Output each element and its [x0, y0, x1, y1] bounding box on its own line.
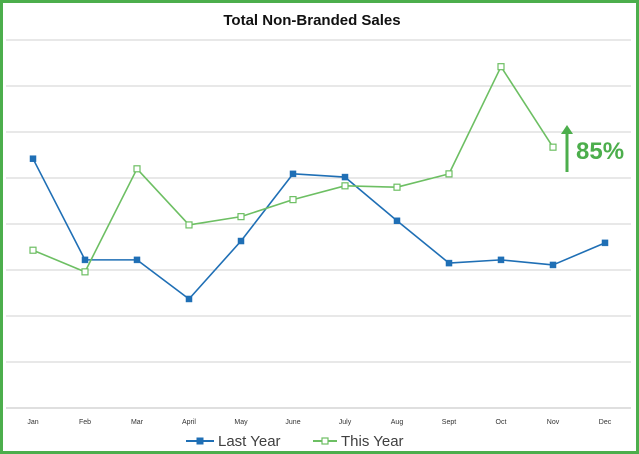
- legend-label-last-year: Last Year: [218, 433, 281, 450]
- x-tick-label: June: [285, 419, 300, 426]
- x-axis-ticks: Jan Feb Mar April May June July Aug Sept Oct Nov De…: [27, 419, 611, 426]
- series-line: [32, 65, 554, 273]
- data-point: [445, 170, 453, 178]
- x-tick-label: Dec: [599, 419, 612, 426]
- data-point: [393, 183, 401, 191]
- data-point: [445, 259, 453, 267]
- x-tick-label: May: [234, 419, 248, 426]
- x-tick-label: Sept: [442, 419, 456, 426]
- data-point: [185, 295, 193, 303]
- x-tick-label: Mar: [131, 419, 144, 426]
- series-this-year: [29, 63, 557, 276]
- x-tick-label: July: [339, 419, 352, 426]
- data-point: [289, 170, 297, 178]
- data-point: [29, 246, 37, 254]
- legend: Last Year This Year: [186, 433, 404, 450]
- data-point: [549, 261, 557, 269]
- data-point: [289, 196, 297, 204]
- annotation-label: 85%: [576, 138, 624, 165]
- gridlines: [6, 39, 631, 409]
- data-point: [393, 217, 401, 225]
- annotation-85-percent: 85%: [561, 125, 624, 172]
- x-tick-label: Nov: [547, 419, 560, 426]
- data-point: [81, 268, 89, 276]
- series-line: [32, 158, 606, 300]
- series-layer: [29, 63, 609, 303]
- x-tick-label: April: [182, 419, 196, 426]
- data-point: [549, 143, 557, 151]
- data-point: [133, 165, 141, 173]
- x-tick-label: Feb: [79, 419, 91, 426]
- data-point: [497, 256, 505, 264]
- data-point: [497, 63, 505, 71]
- data-point: [185, 221, 193, 229]
- series-last-year: [29, 155, 609, 303]
- legend-item-this-year: This Year: [313, 433, 404, 450]
- data-point: [133, 256, 141, 264]
- legend-marker-this-year: [321, 437, 329, 445]
- data-point: [341, 173, 349, 181]
- data-point: [81, 256, 89, 264]
- legend-label-this-year: This Year: [341, 433, 404, 450]
- data-point: [29, 155, 37, 162]
- chart-title: Total Non-Branded Sales: [223, 12, 400, 29]
- legend-item-last-year: Last Year: [186, 433, 281, 450]
- data-point: [237, 213, 245, 221]
- up-arrow-icon-head: [561, 125, 573, 134]
- x-tick-label: Oct: [496, 419, 507, 426]
- x-tick-label: Aug: [391, 419, 404, 426]
- data-point: [601, 239, 609, 247]
- data-point: [341, 182, 349, 190]
- legend-marker-last-year: [196, 437, 204, 445]
- data-point: [237, 237, 245, 245]
- x-tick-label: Jan: [27, 419, 38, 426]
